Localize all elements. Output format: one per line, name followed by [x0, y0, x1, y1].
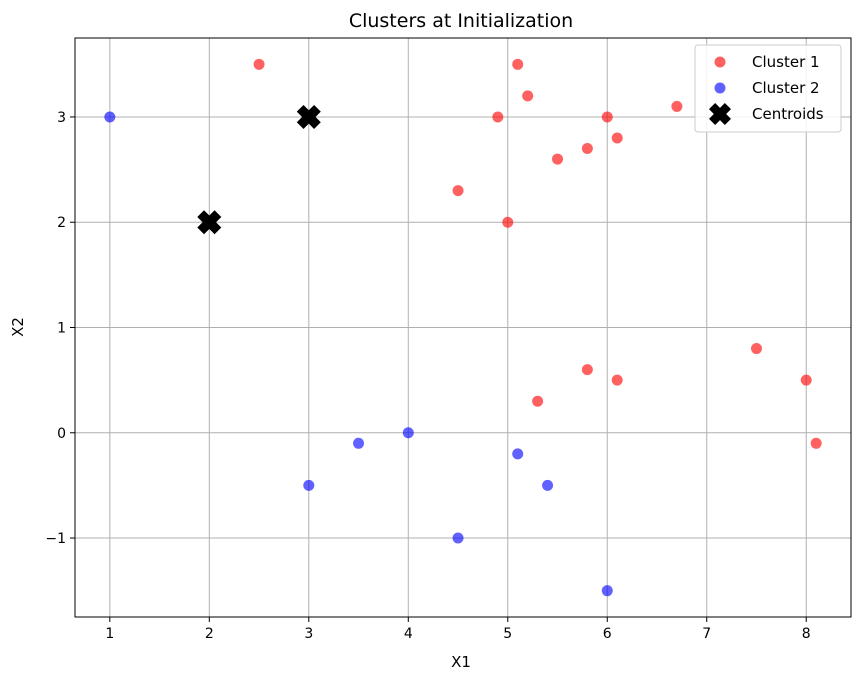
- cluster-1-point: [552, 153, 564, 165]
- legend-cluster-2-marker: [714, 82, 726, 94]
- centroid-marker: [296, 104, 321, 129]
- centroid-marker: [197, 210, 222, 235]
- x-tick-label: 8: [802, 626, 811, 642]
- legend-centroid-marker: [709, 103, 731, 125]
- x-tick-label: 1: [105, 626, 114, 642]
- cluster-1-point: [601, 111, 613, 123]
- cluster-1-point: [502, 216, 514, 228]
- cluster-2-point: [542, 479, 554, 491]
- cluster-1-point: [810, 437, 822, 449]
- cluster-1-point: [671, 100, 683, 112]
- cluster-1-point: [800, 374, 812, 386]
- cluster-1-point: [532, 395, 544, 407]
- cluster-1-point: [581, 364, 593, 376]
- x-tick-label: 7: [702, 626, 711, 642]
- x-tick-label: 5: [503, 626, 512, 642]
- cluster-2-point: [402, 427, 414, 439]
- cluster-1-point: [581, 143, 593, 155]
- x-tick-label: 4: [404, 626, 413, 642]
- legend-cluster-1-label: Cluster 1: [752, 53, 820, 71]
- y-tick-label: 0: [57, 426, 66, 442]
- legend-cluster-2-label: Cluster 2: [752, 79, 820, 97]
- cluster-2-point: [353, 437, 365, 449]
- cluster-2-point: [104, 111, 116, 123]
- y-tick-label: 2: [57, 215, 66, 231]
- cluster-1-point: [253, 58, 265, 70]
- data-points: [104, 58, 822, 597]
- cluster-1-point: [512, 58, 524, 70]
- cluster-1-point: [750, 343, 762, 355]
- cluster-2-point: [452, 532, 464, 544]
- cluster-2-point: [303, 479, 315, 491]
- legend-centroids-label: Centroids: [752, 105, 824, 123]
- y-tick-label: −1: [45, 531, 66, 547]
- cluster-2-point: [512, 448, 524, 460]
- chart-title: Clusters at Initialization: [349, 10, 573, 32]
- cluster-1-point: [452, 185, 464, 197]
- cluster-2-point: [601, 585, 613, 597]
- y-axis-label: X2: [9, 317, 27, 337]
- y-tick-label: 1: [57, 321, 66, 337]
- legend: Cluster 1 Cluster 2 Centroids: [694, 44, 842, 133]
- cluster-1-point: [611, 374, 623, 386]
- legend-box: [694, 44, 842, 133]
- x-tick-label: 6: [603, 626, 612, 642]
- legend-cluster-1-marker: [714, 56, 726, 68]
- cluster-1-point: [611, 132, 623, 144]
- cluster-1-point: [522, 90, 534, 102]
- axis-ticks: 1 2 3 4 5 6 7 8 −1 0 1 2 3: [45, 110, 810, 642]
- y-tick-label: 3: [57, 110, 66, 126]
- x-axis-label: X1: [451, 653, 471, 671]
- x-tick-label: 2: [205, 626, 214, 642]
- x-tick-label: 3: [304, 626, 313, 642]
- cluster-1-point: [492, 111, 504, 123]
